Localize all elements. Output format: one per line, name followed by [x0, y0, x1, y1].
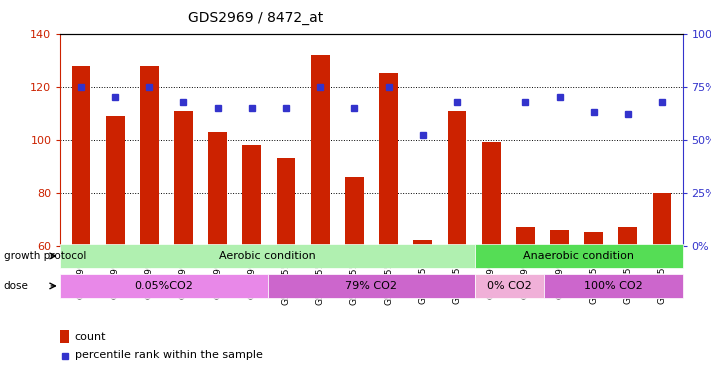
Bar [235, 34, 269, 246]
Text: 100% CO2: 100% CO2 [584, 281, 643, 291]
Bar [475, 244, 683, 268]
Bar [72, 66, 90, 246]
Bar [406, 34, 440, 246]
Bar [311, 55, 330, 246]
Bar [208, 132, 227, 246]
Bar [508, 34, 542, 246]
Bar [653, 193, 671, 246]
Bar [440, 34, 474, 246]
Bar [166, 34, 201, 246]
Bar [64, 34, 98, 246]
Bar [132, 34, 166, 246]
Text: 0.05%CO2: 0.05%CO2 [134, 281, 193, 291]
Bar [60, 330, 70, 343]
Text: Aerobic condition: Aerobic condition [220, 251, 316, 261]
Bar [106, 116, 124, 246]
Bar [542, 34, 577, 246]
Bar [303, 34, 337, 246]
Bar [345, 177, 364, 246]
Bar [60, 244, 475, 268]
Bar [482, 142, 501, 246]
Bar [268, 274, 475, 298]
Bar [269, 34, 303, 246]
Text: Anaerobic condition: Anaerobic condition [523, 251, 634, 261]
Bar [60, 274, 268, 298]
Text: 0% CO2: 0% CO2 [487, 281, 532, 291]
Bar [550, 230, 569, 246]
Bar [474, 34, 508, 246]
Bar [619, 227, 637, 246]
Bar [174, 111, 193, 246]
Bar [140, 66, 159, 246]
Text: dose: dose [4, 281, 28, 291]
Bar [584, 232, 603, 246]
Bar [242, 145, 261, 246]
Bar [379, 74, 398, 246]
Bar [98, 34, 132, 246]
Text: count: count [75, 332, 106, 342]
Bar [545, 274, 683, 298]
Bar [611, 34, 645, 246]
Text: growth protocol: growth protocol [4, 251, 86, 261]
Bar [645, 34, 679, 246]
Bar [371, 34, 406, 246]
Bar [577, 34, 611, 246]
Text: percentile rank within the sample: percentile rank within the sample [75, 351, 262, 360]
Bar [447, 111, 466, 246]
Text: 79% CO2: 79% CO2 [346, 281, 397, 291]
Bar [413, 240, 432, 246]
Bar [475, 274, 545, 298]
Bar [516, 227, 535, 246]
Bar [337, 34, 371, 246]
Bar [201, 34, 235, 246]
Bar [277, 158, 296, 246]
Text: GDS2969 / 8472_at: GDS2969 / 8472_at [188, 11, 324, 25]
